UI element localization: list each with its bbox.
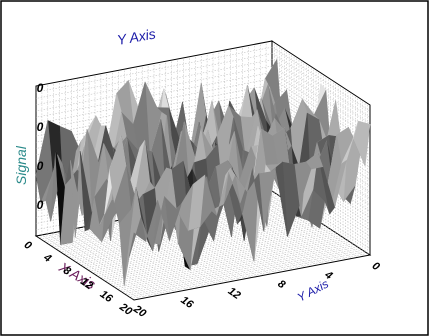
y-axis-top-title: Y Axis	[116, 25, 157, 48]
y-tick-label: 12	[226, 285, 243, 302]
floor-grid-line	[111, 240, 348, 286]
floor-grid-line	[107, 237, 344, 283]
z-axis-ticks: 0 0 0 0	[37, 81, 44, 212]
surface-mesh	[35, 58, 371, 287]
z-tick-label: 0	[37, 120, 44, 134]
z-tick-label: 0	[37, 81, 44, 95]
floor-grid-line	[92, 227, 329, 274]
floor-grid-line	[87, 224, 324, 270]
z-tick-label: 0	[37, 159, 44, 173]
floor-grid-line	[131, 253, 368, 299]
wall-grid-line	[35, 59, 273, 105]
floor-grid-line	[116, 243, 353, 290]
surface-facet	[128, 217, 147, 258]
floor-grid-line	[97, 230, 334, 277]
wall-grid-line	[35, 53, 273, 99]
floor-grid-line	[99, 232, 336, 278]
wall-grid-line	[35, 72, 273, 118]
floor-grid-line	[121, 246, 358, 293]
floor-grid-line	[114, 241, 351, 288]
x-tick-label: 12	[78, 276, 95, 293]
floor-grid-line	[94, 229, 331, 275]
floor-grid-line	[89, 225, 326, 272]
floor-grid-line	[126, 249, 363, 296]
floor-grid-line	[119, 245, 356, 291]
floor-grid-line	[124, 248, 361, 294]
floor-grid-line	[102, 233, 339, 280]
z-tick-label: 0	[37, 198, 44, 212]
z-axis-title: Signal	[13, 145, 29, 185]
floor-grid-line	[109, 238, 346, 285]
wall-grid-line	[35, 65, 273, 112]
wall-grid-line	[35, 47, 273, 93]
floor-grid-line	[129, 251, 366, 298]
floor-grid-line	[104, 235, 341, 282]
